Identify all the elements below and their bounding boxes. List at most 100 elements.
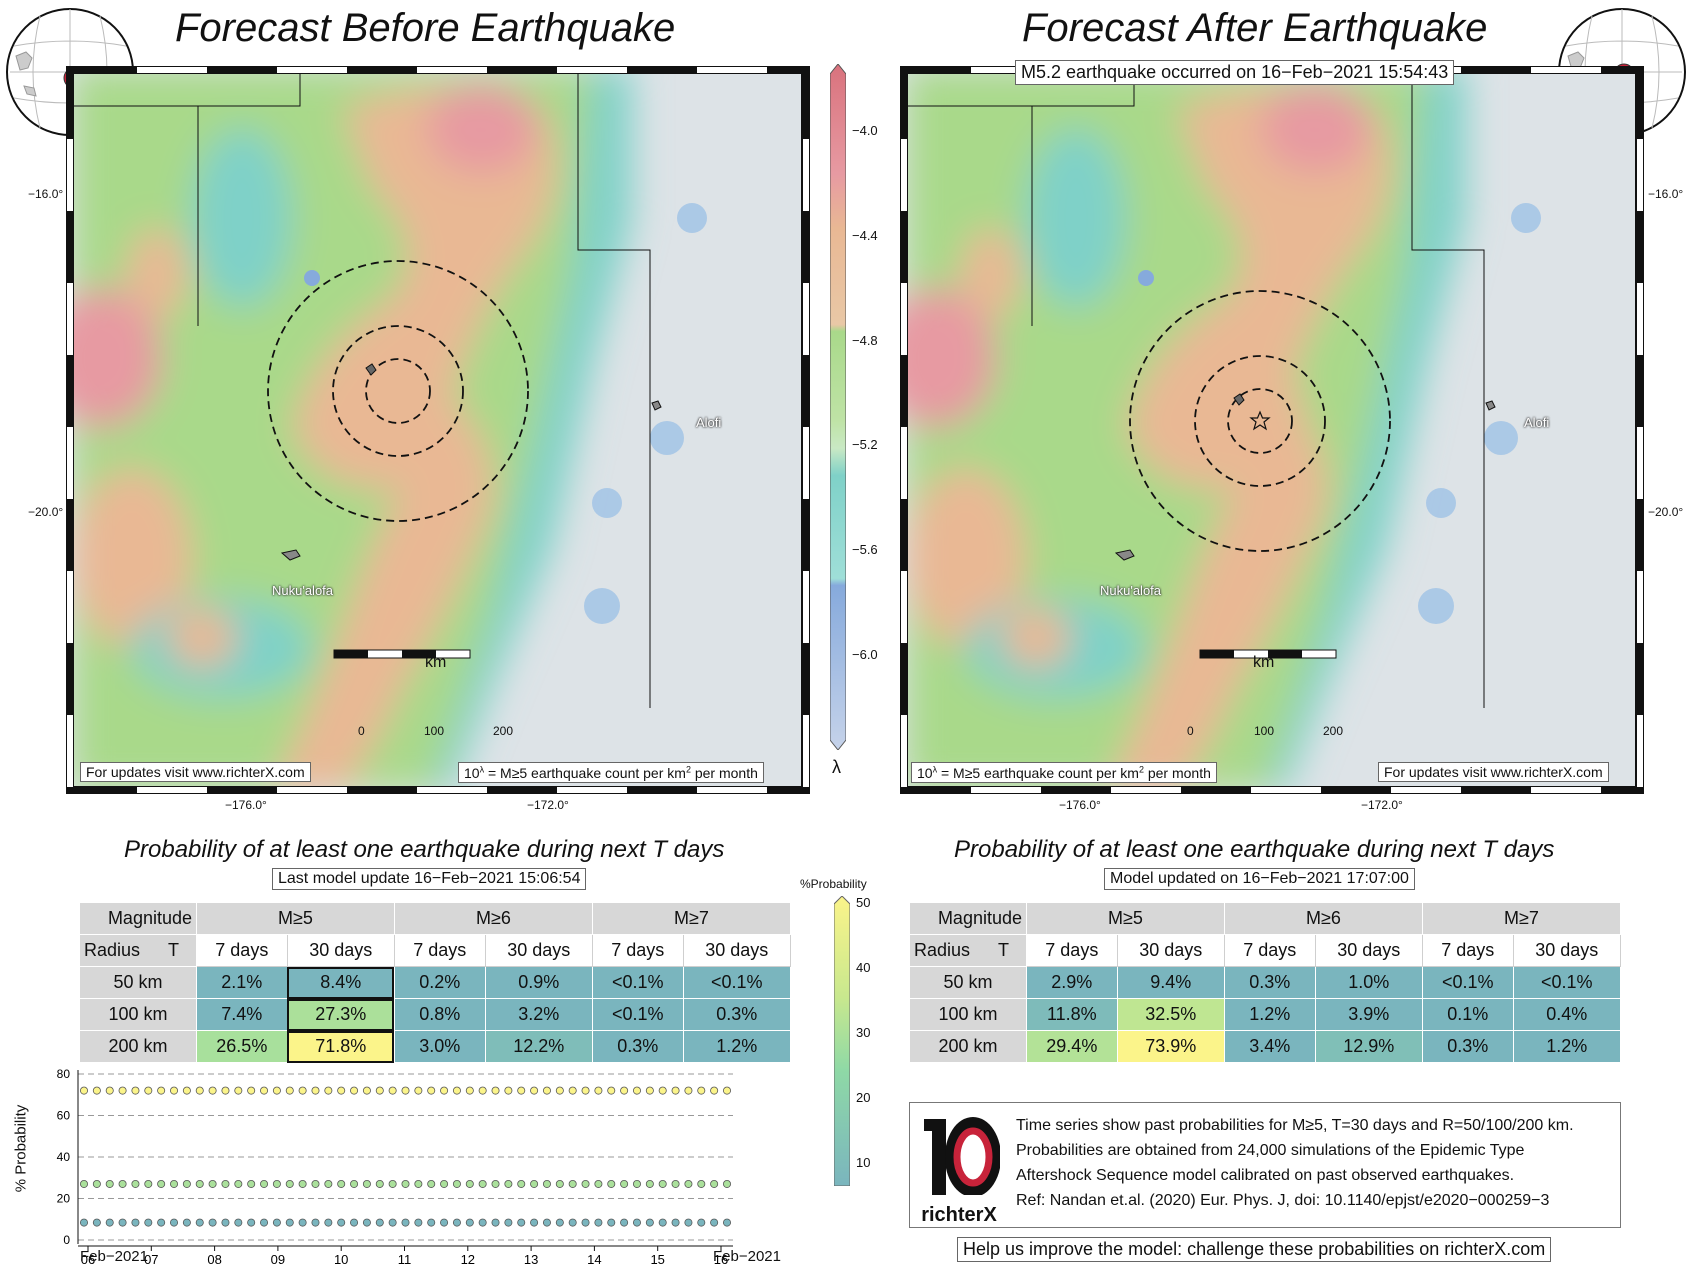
chart-point xyxy=(594,1218,603,1227)
info-line: Ref: Nandan et.al. (2020) Eur. Phys. J, … xyxy=(1016,1192,1550,1209)
chart-point xyxy=(208,1086,217,1095)
chart-point xyxy=(478,1218,487,1227)
chart-point xyxy=(723,1218,732,1227)
chart-point xyxy=(465,1179,474,1188)
chart-point xyxy=(182,1086,191,1095)
prob-tick-40: 40 xyxy=(856,960,871,975)
table-after-title: Probability of at least one earthquake d… xyxy=(954,836,1555,863)
prob-cell: 3.4% xyxy=(1223,1030,1316,1063)
time-series-svg: 0 20 40 60 80 06 07 08 09 10 11 12 13 14 15 16 xyxy=(57,1067,733,1267)
info-text: Time series show past probabilities for … xyxy=(1016,1113,1574,1213)
chart-point xyxy=(517,1218,526,1227)
period-header: 30 days xyxy=(484,934,593,967)
prob-colorbar xyxy=(833,895,851,1187)
chart-point xyxy=(414,1086,423,1095)
chart-point xyxy=(645,1179,654,1188)
left-lon-label-1: −176.0° xyxy=(225,798,267,812)
chart-point xyxy=(414,1179,423,1188)
chart-point xyxy=(337,1179,346,1188)
info-line: Time series show past probabilities for … xyxy=(1016,1117,1574,1134)
chart-point xyxy=(632,1218,641,1227)
time-series-chart: 0 20 40 60 80 06 07 08 09 10 11 12 13 14 15 16 xyxy=(0,1064,800,1267)
chart-point xyxy=(118,1179,127,1188)
chart-point xyxy=(594,1086,603,1095)
table-before-title: Probability of at least one earthquake d… xyxy=(124,836,725,863)
left-scale-tick-0: 0 xyxy=(358,724,365,738)
right-map-left-frame xyxy=(900,66,908,794)
chart-point xyxy=(542,1086,551,1095)
chart-point xyxy=(298,1218,307,1227)
prob-cell: 3.0% xyxy=(393,1030,486,1063)
prob-cell: 0.3% xyxy=(682,998,792,1031)
chart-point xyxy=(440,1086,449,1095)
chart-point xyxy=(221,1086,230,1095)
left-scale-unit: km xyxy=(425,654,447,671)
chart-point xyxy=(478,1179,487,1188)
chart-point xyxy=(555,1179,564,1188)
chart-point xyxy=(491,1179,500,1188)
chart-point xyxy=(684,1218,693,1227)
chart-point xyxy=(452,1218,461,1227)
chart-point xyxy=(324,1086,333,1095)
chart-point xyxy=(452,1086,461,1095)
help-link[interactable]: Help us improve the model: challenge the… xyxy=(957,1237,1552,1262)
table-row: 100 km 7.4% 27.3% 0.8% 3.2% <0.1% 0.3% xyxy=(79,998,792,1031)
chart-point xyxy=(92,1218,101,1227)
chart-point xyxy=(247,1218,256,1227)
chart-y-tick-label: 20 xyxy=(57,1192,71,1206)
radius-cell: 50 km xyxy=(79,966,197,999)
chart-y-tick-label: 40 xyxy=(57,1150,71,1164)
chart-point xyxy=(234,1218,243,1227)
left-map-bottom-frame xyxy=(66,786,810,794)
prob-cell: 1.0% xyxy=(1314,966,1423,999)
chart-point xyxy=(195,1179,204,1188)
right-place-alofi: Alofi xyxy=(1524,415,1550,430)
right-scale-tick-0: 0 xyxy=(1187,724,1194,738)
right-footer-website: For updates visit www.richterX.com xyxy=(1378,762,1609,782)
chart-point xyxy=(632,1179,641,1188)
prob-tick-30: 30 xyxy=(856,1025,871,1040)
info-box: richterX Time series show past probabili… xyxy=(909,1102,1621,1228)
chart-x-start-label: Feb−2021 xyxy=(80,1248,148,1265)
radius-cell: 50 km xyxy=(909,966,1027,999)
chart-point xyxy=(530,1179,539,1188)
corner-radius-t: Radius T xyxy=(79,934,197,967)
prob-cell: 0.3% xyxy=(1223,966,1316,999)
chart-point xyxy=(311,1086,320,1095)
chart-point xyxy=(697,1218,706,1227)
chart-point xyxy=(607,1086,616,1095)
chart-point xyxy=(272,1179,281,1188)
period-header: 7 days xyxy=(1421,934,1514,967)
chart-point xyxy=(555,1218,564,1227)
chart-x-end-label: Feb−2021 xyxy=(713,1248,781,1265)
chart-x-tick-label: 08 xyxy=(207,1252,221,1267)
chart-point xyxy=(594,1179,603,1188)
chart-point xyxy=(362,1218,371,1227)
chart-point xyxy=(285,1086,294,1095)
prob-cell: 0.8% xyxy=(393,998,486,1031)
chart-point xyxy=(723,1179,732,1188)
chart-point xyxy=(581,1086,590,1095)
chart-point xyxy=(658,1086,667,1095)
chart-point xyxy=(272,1086,281,1095)
chart-point xyxy=(105,1086,114,1095)
lambda-tick-1: −4.0 xyxy=(852,123,878,138)
chart-point xyxy=(337,1086,346,1095)
chart-point xyxy=(568,1218,577,1227)
prob-cell: 27.3% xyxy=(286,998,395,1031)
right-map xyxy=(905,67,1637,791)
chart-point xyxy=(80,1218,89,1227)
chart-y-tick-label: 80 xyxy=(57,1067,71,1081)
chart-point xyxy=(157,1218,166,1227)
prob-cell: 8.4% xyxy=(286,966,395,999)
table-row: 100 km 11.8% 32.5% 1.2% 3.9% 0.1% 0.4% xyxy=(909,998,1622,1031)
chart-point xyxy=(645,1218,654,1227)
chart-point xyxy=(658,1179,667,1188)
chart-point xyxy=(144,1179,153,1188)
chart-point xyxy=(350,1179,359,1188)
chart-point xyxy=(671,1086,680,1095)
lambda-colorbar xyxy=(829,63,847,751)
richterx-logo-icon xyxy=(924,1117,1001,1197)
chart-point xyxy=(684,1179,693,1188)
mag-header: M≥7 xyxy=(591,902,792,935)
